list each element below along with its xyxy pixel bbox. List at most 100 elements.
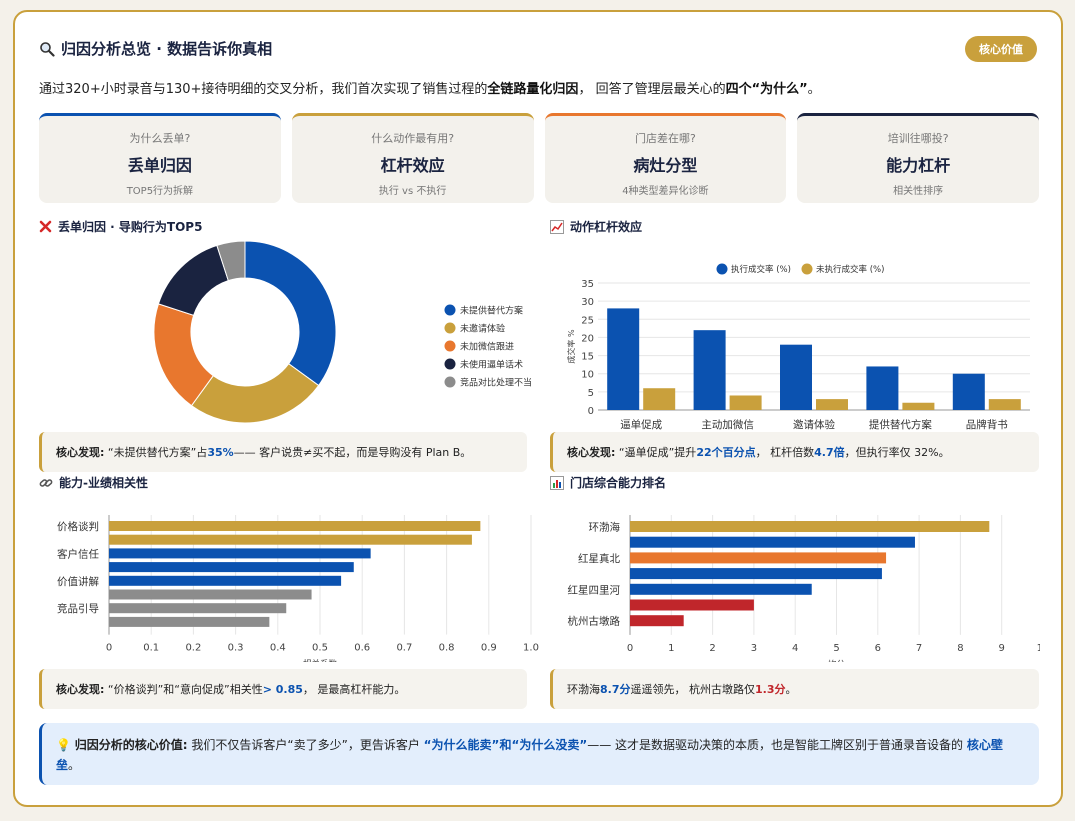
ranking-bar-chart: 0 1 2 3 4 5 6 7 8 9 10 环渤海红星真北红星四里河杭州古墩路均分 [568, 515, 1040, 662]
magnifier-icon [40, 41, 55, 57]
x-tick-label: 10 [1037, 643, 1040, 654]
x-tick-label: 2 [709, 643, 715, 654]
card-question: 为什么丢单? [129, 132, 191, 145]
question-card-loss: 为什么丢单? 丢单归因 TOP5行为拆解 [39, 113, 281, 203]
bar [630, 583, 812, 595]
x-tick-label: 品牌背书 [966, 418, 1008, 431]
finding-text: —— 客户说贵≠买不起，而是导购没有 Plan B。 [233, 446, 472, 459]
legend-label: 执行成交率 (%) [731, 264, 791, 275]
legend-label: 竞品对比处理不当 [460, 377, 532, 389]
x-tick-label: 3 [751, 643, 757, 654]
bar [109, 548, 371, 559]
finding-value: > 0.85 [262, 682, 303, 696]
card-heading: 能力杠杆 [886, 156, 951, 175]
value-text: 。 [68, 758, 81, 772]
bar [109, 616, 270, 627]
x-tick-label: 0 [627, 643, 633, 654]
finding-leverage: 核心发现: “逼单促成”提升 22个百分点， 杠杆倍数 4.7倍 ，但执行率仅 3… [550, 432, 1039, 472]
finding-label: 核心发现: [56, 446, 105, 459]
core-value-box: 💡 归因分析的核心价值: 我们不仅告诉客户“卖了多少”，更告诉客户 “为什么能卖… [39, 723, 1039, 785]
finding-text: “价格谈判”和“意向促成”相关性 [107, 683, 263, 696]
x-tick-label: 1 [668, 643, 674, 654]
donut-section-title: 丢单归因 · 导购行为TOP5 [39, 218, 202, 235]
header: 归因分析总览 · 数据告诉你真相 [39, 38, 272, 59]
x-tick-label: 0.1 [143, 643, 159, 654]
card-subtitle: 4种类型差异化诊断 [622, 186, 709, 197]
x-tick-label: 9 [999, 643, 1005, 654]
y-tick-label: 价格谈判 [57, 520, 99, 533]
finding-value: 35% [207, 445, 234, 459]
bar [630, 552, 887, 564]
question-card-training: 培训往哪投? 能力杠杆 相关性排序 [797, 113, 1039, 203]
finding-value: 1.3分 [755, 683, 786, 696]
donut-slice [190, 363, 320, 424]
card-heading: 杠杆效应 [380, 156, 445, 175]
x-axis-label: 相关系数 [303, 659, 338, 662]
x-tick-label: 6 [875, 643, 881, 654]
bar [109, 562, 354, 573]
y-tick-label: 10 [581, 370, 594, 381]
y-tick-label: 0 [588, 406, 594, 417]
legend-label: 未邀请体验 [460, 323, 505, 335]
finding-correlation: 核心发现: “价格谈判”和“意向促成”相关性 > 0.85， 是最高杠杆能力。 [39, 669, 527, 709]
bar-executed [866, 366, 899, 410]
x-tick-label: 4 [792, 643, 798, 654]
x-tick-label: 主动加微信 [701, 418, 754, 431]
bar [109, 603, 287, 614]
y-tick-label: 客户信任 [57, 547, 99, 560]
legend-marker [716, 263, 728, 275]
legend-marker [444, 304, 456, 316]
x-tick-label: 0.4 [270, 643, 286, 654]
legend-label: 未执行成交率 (%) [816, 264, 884, 275]
x-tick-label: 邀请体验 [793, 418, 835, 431]
finding-text: 。 [785, 683, 797, 696]
summary-card: 归因分析总览 · 数据告诉你真相 核心价值 通过320+小时录音与130+接待明… [13, 10, 1063, 807]
legend-label: 未加微信跟进 [460, 341, 514, 353]
bar-executed [607, 308, 640, 410]
legend-marker [444, 376, 456, 388]
x-tick-label: 7 [916, 643, 922, 654]
finding-text: ， 是最高杠杆能力。 [302, 683, 406, 696]
bar [630, 568, 882, 580]
lightbulb-icon: 💡 [56, 738, 71, 752]
finding-text: 遥遥领先， 杭州古墩路仅 [630, 683, 756, 696]
legend-marker [444, 358, 456, 370]
bar-chart-icon [550, 475, 564, 490]
y-tick-label: 竞品引导 [57, 602, 99, 615]
correlation-bar-chart: 0 0.1 0.2 0.3 0.4 0.5 0.6 0.7 0.8 0.9 1.0 价格谈判客户信任价… [57, 515, 539, 662]
finding-value: 8.7分 [600, 683, 631, 696]
y-tick-label: 35 [581, 279, 594, 290]
bar-executed [693, 330, 726, 410]
x-tick-label: 0.9 [481, 643, 497, 654]
bar [109, 521, 481, 531]
intro-text: 通过320+小时录音与130+接待明细的交叉分析，我们首次实现了销售过程的全链路… [39, 78, 821, 97]
x-tick-label: 0.8 [439, 643, 455, 654]
legend-label: 未使用逼单话术 [460, 359, 523, 371]
value-text: 我们不仅告诉客户“卖了多少”，更告诉客户 [187, 738, 424, 752]
finding-value: 4.7倍 [814, 446, 845, 459]
y-tick-label: 5 [588, 388, 594, 399]
bar-not-executed [643, 388, 676, 410]
finding-text: “未提供替代方案”占 [107, 446, 208, 459]
y-tick-label: 25 [581, 315, 594, 326]
card-question: 培训往哪投? [887, 132, 949, 145]
x-tick-label: 0.3 [228, 643, 244, 654]
bar [630, 615, 684, 627]
bar [630, 536, 915, 548]
x-tick-label: 逼单促成 [620, 418, 662, 431]
value-label: 归因分析的核心价值: [74, 738, 188, 752]
chart-up-icon [550, 219, 564, 234]
link-icon [39, 478, 53, 487]
correlation-section-title: 能力-业绩相关性 [39, 474, 148, 491]
x-tick-label: 5 [833, 643, 839, 654]
value-text: —— 这才是数据驱动决策的本质，也是智能工牌区别于普通录音设备的 [587, 738, 967, 752]
legend-marker [444, 322, 456, 334]
card-heading: 病灶分型 [633, 156, 698, 175]
card-subtitle: 执行 vs 不执行 [378, 186, 447, 197]
core-value-badge[interactable]: 核心价值 [965, 36, 1037, 62]
x-tick-label: 8 [957, 643, 963, 654]
x-tick-label: 提供替代方案 [869, 418, 932, 431]
x-tick-label: 0.7 [396, 643, 412, 654]
card-subtitle: 相关性排序 [893, 186, 944, 197]
